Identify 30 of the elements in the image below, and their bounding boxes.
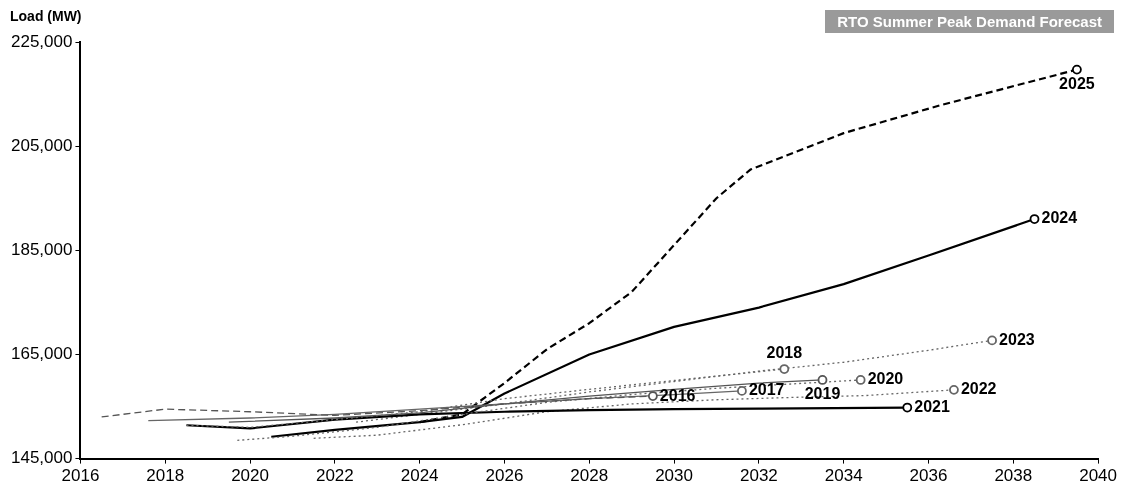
y-tick-label: 205,000 [11,135,73,155]
series-label: 2021 [914,397,950,415]
x-tick-label: 2030 [655,466,693,486]
series-label: 2024 [1041,209,1078,227]
x-tick-label: 2040 [1079,466,1117,486]
y-axis-title: Load (MW) [10,7,82,24]
x-tick-label: 2036 [909,466,948,486]
y-tick-label: 225,000 [11,31,73,51]
series-label: 2022 [960,380,997,398]
x-tick-label: 2016 [61,466,100,486]
y-tick-label: 185,000 [11,239,73,259]
series-label: 2023 [999,330,1035,348]
series-label: 2017 [748,381,785,399]
x-tick-label: 2026 [485,466,524,486]
series-label: 2016 [659,386,696,404]
y-tick-label: 145,000 [11,448,73,468]
series-label: 2018 [766,344,803,362]
series-label: 2020 [867,370,904,388]
x-tick-label: 2024 [400,466,439,486]
x-tick-label: 2028 [570,466,609,486]
x-tick-label: 2038 [994,466,1033,486]
x-tick-label: 2032 [739,466,778,486]
x-tick-label: 2018 [146,466,185,486]
chart-title: RTO Summer Peak Demand Forecast [825,10,1114,33]
y-tick-label: 165,000 [11,344,73,364]
x-tick-label: 2034 [824,466,863,486]
series-label: 2025 [1059,75,1095,93]
x-tick-label: 2020 [231,466,269,486]
series-label: 2019 [804,385,841,403]
x-tick-label: 2022 [315,466,354,486]
